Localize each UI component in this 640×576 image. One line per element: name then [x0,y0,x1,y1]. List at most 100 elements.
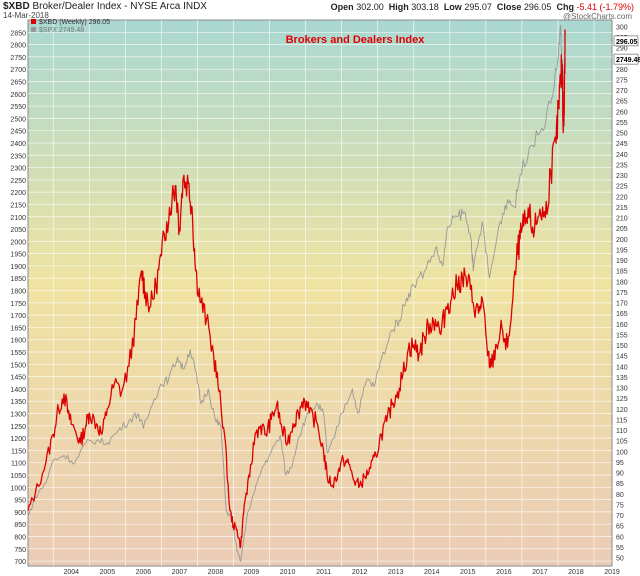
open-label: Open [330,2,354,12]
right-tick-label: 170 [616,301,628,308]
right-tick-label: 150 [616,343,628,350]
right-tick-label: 115 [616,417,627,424]
x-tick-label: 2007 [172,569,188,576]
left-tick-label: 2300 [10,166,26,173]
left-tick-label: 1600 [10,338,26,345]
index-description: Broker/Dealer Index - NYSE Arca INDX [32,1,207,12]
series-lines [27,24,566,562]
right-tick-label: 125 [616,396,628,403]
right-tick-label: 235 [616,162,628,169]
stockcharts-watermark: @StockCharts.com [562,12,632,21]
left-tick-label: 1550 [10,350,26,357]
open-value: 302.00 [356,2,384,12]
high-value: 303.18 [411,2,439,12]
right-tick-label: 265 [616,99,628,106]
last-label-xbd: 296.05 [616,39,638,46]
legend-swatch [31,27,36,32]
left-tick-label: 1500 [10,362,26,369]
left-tick-label: 1950 [10,252,26,259]
x-tick-label: 2014 [424,569,440,576]
left-tick-label: 2100 [10,215,26,222]
left-tick-label: 800 [14,534,26,541]
left-tick-label: 2050 [10,227,26,234]
right-tick-label: 120 [616,407,628,414]
x-axis-ticks: 2004 2005 2006 2007 2008 2009 2010 2011 2012 2013… [63,569,619,576]
right-tick-label: 105 [616,439,628,446]
low-value: 295.07 [464,2,492,12]
right-tick-label: 220 [616,194,628,201]
right-tick-label: 70 [616,513,624,520]
left-tick-label: 1400 [10,387,26,394]
right-tick-label: 85 [616,481,624,488]
high-label: High [388,2,409,12]
left-tick-label: 1900 [10,264,26,271]
right-tick-label: 135 [616,375,628,382]
legend: $XBD (Weekly) 296.05$SPX 2749.48 [31,19,110,34]
left-tick-label: 2000 [10,239,26,246]
left-tick-label: 1800 [10,289,26,296]
left-tick-label: 900 [14,510,26,517]
left-tick-label: 1000 [10,485,26,492]
legend-entry: $SPX 2749.48 [39,27,84,34]
right-axis-ticks: 50 55 60 65 70 75 80 85 90 95 100 105 110 115 120 125 13… [616,24,628,562]
left-tick-label: 2250 [10,178,26,185]
right-tick-label: 65 [616,524,624,531]
left-tick-label: 1100 [11,461,26,468]
x-tick-label: 2006 [136,569,152,576]
right-tick-label: 225 [616,184,628,191]
left-tick-label: 1350 [10,399,26,406]
left-tick-label: 850 [14,522,26,529]
right-tick-label: 210 [616,216,628,223]
chg-value: -5.41 (-1.79%) [576,2,634,12]
legend-swatch [31,19,36,24]
x-tick-label: 2011 [316,569,331,576]
x-tick-label: 2012 [352,569,368,576]
right-tick-label: 50 [616,556,624,563]
x-tick-label: 2008 [208,569,224,576]
right-tick-label: 145 [616,354,628,361]
right-tick-label: 230 [616,173,628,180]
left-tick-label: 2200 [10,190,26,197]
right-tick-label: 290 [616,46,628,53]
right-tick-label: 80 [616,492,624,499]
spx-series-line [27,24,566,562]
left-tick-label: 1450 [10,375,26,382]
right-tick-label: 275 [616,77,628,84]
left-tick-label: 1050 [10,473,26,480]
right-tick-label: 95 [616,460,624,467]
ohlc-readout: Open 302.00 High 303.18 Low 295.07 Close… [331,2,634,12]
x-tick-label: 2009 [244,569,260,576]
right-tick-label: 250 [616,131,628,138]
last-label-xbd-box [613,35,639,47]
right-tick-label: 175 [616,290,628,297]
left-tick-label: 2550 [10,104,26,111]
left-tick-label: 1700 [10,313,26,320]
x-tick-label: 2015 [460,569,476,576]
left-tick-label: 950 [14,498,26,505]
left-axis-ticks: 700 750 800 850 900 950 1000 1050 1100 1150 1200 12… [10,30,26,566]
plot-background [27,19,613,567]
left-tick-label: 2600 [10,92,26,99]
right-tick-label: 180 [616,279,628,286]
chart-header-left: $XBD Broker/Dealer Index - NYSE Arca IND… [3,1,207,12]
left-tick-label: 2500 [10,116,26,123]
right-tick-label: 255 [616,120,628,127]
right-tick-label: 90 [616,471,624,478]
symbol: $XBD [3,1,30,12]
right-tick-label: 200 [616,237,628,244]
right-tick-label: 110 [616,428,627,435]
right-tick-label: 270 [616,88,628,95]
xbd-series-line [27,29,566,549]
last-label-spx-box [613,53,639,65]
right-tick-label: 240 [616,152,628,159]
right-tick-label: 260 [616,109,628,116]
close-value: 296.05 [523,2,552,12]
right-tick-label: 195 [616,247,628,254]
right-tick-label: 75 [616,502,624,509]
right-tick-label: 215 [616,205,628,212]
left-tick-label: 1250 [10,424,26,431]
right-tick-label: 55 [616,545,624,552]
right-tick-label: 165 [616,311,628,318]
low-label: Low [443,2,462,12]
right-tick-label: 160 [616,322,628,329]
